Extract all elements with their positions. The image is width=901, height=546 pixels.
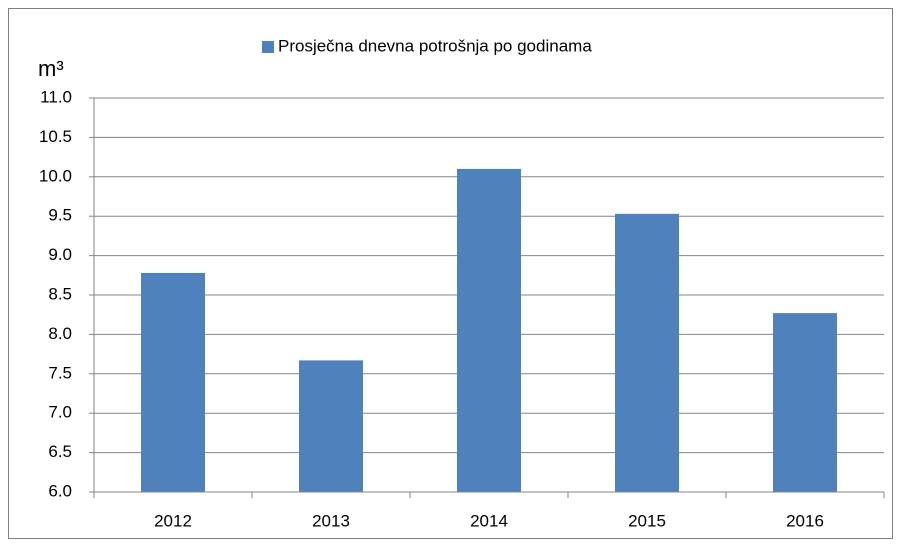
x-tick-label: 2013 (312, 511, 350, 530)
bar (299, 360, 363, 492)
y-tick-label: 6.0 (48, 481, 72, 500)
y-tick-label: 8.0 (48, 324, 72, 343)
bar (615, 213, 679, 492)
y-tick-label: 6.5 (48, 442, 72, 461)
y-tick-label: 7.5 (48, 363, 72, 382)
x-tick-label: 2012 (154, 511, 192, 530)
y-tick-label: 9.0 (48, 245, 72, 264)
y-tick-label: 10.5 (39, 127, 72, 146)
y-tick-label: 8.5 (48, 284, 72, 303)
legend-label: Prosječna dnevna potrošnja po godinama (278, 36, 592, 55)
bar (141, 272, 205, 492)
y-tick-label: 10.0 (39, 166, 72, 185)
bar (773, 313, 837, 492)
x-tick-label: 2015 (628, 511, 666, 530)
y-tick-label: 9.5 (48, 206, 72, 225)
x-tick-label: 2014 (470, 511, 508, 530)
legend-swatch (262, 41, 274, 53)
y-tick-label: 7.0 (48, 403, 72, 422)
x-tick-label: 2016 (786, 511, 824, 530)
y-tick-label: 11.0 (40, 87, 72, 106)
y-axis-label: m³ (38, 56, 64, 81)
bar (457, 168, 521, 493)
